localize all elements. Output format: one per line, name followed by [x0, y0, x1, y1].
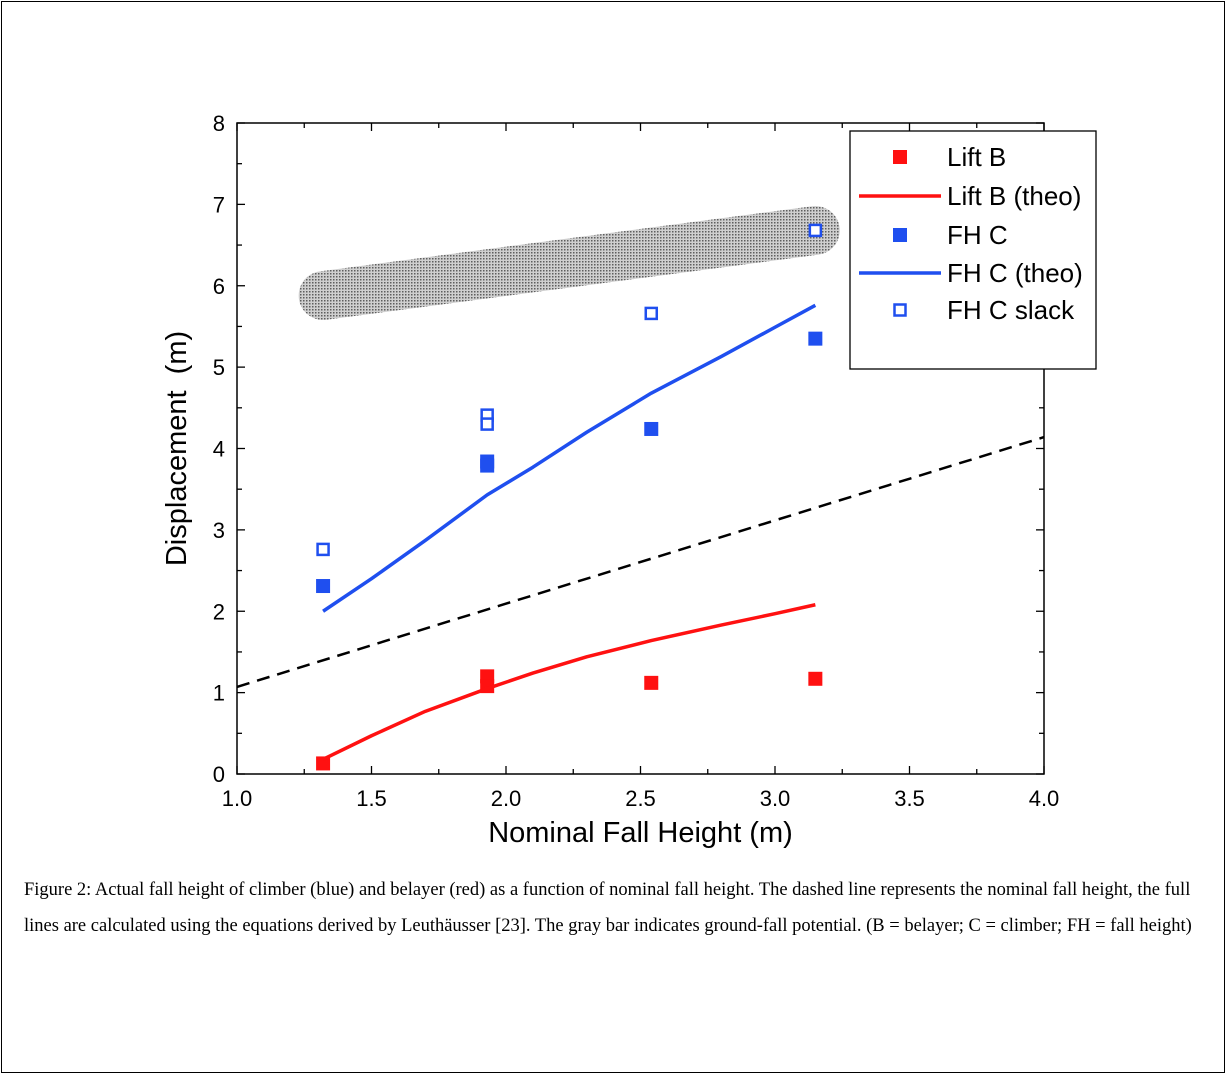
- x-tick-label: 3.0: [760, 786, 791, 811]
- y-tick-label: 5: [213, 355, 225, 380]
- figure-caption: Figure 2: Actual fall height of climber …: [24, 880, 1192, 936]
- x-tick-label: 2.5: [625, 786, 656, 811]
- point-fh-c-3: [644, 421, 659, 436]
- chart: 1.0 1.5 2.0 2.5 3.0 3.5 4.0 0 1 2 3 4 5 6 7 8 Nominal Fa…: [161, 111, 1097, 849]
- point-fh-c-0: [316, 579, 331, 594]
- nominal-fall-height-dashed-line: [237, 435, 1044, 689]
- legend-swatch-filled-square: [893, 228, 907, 242]
- series-line-lift-b-theo: [322, 603, 816, 761]
- y-tick-label: 2: [213, 599, 225, 624]
- point-fh-c-slack-3: [644, 306, 659, 321]
- y-tick-label: 7: [213, 192, 225, 217]
- legend-label: FH C (theo): [947, 258, 1083, 288]
- legend-box: [849, 130, 1097, 370]
- y-tick-label: 6: [213, 274, 225, 299]
- ground-fall-band: [298, 206, 840, 320]
- point-fh-c-slack-2: [480, 417, 494, 431]
- y-tick-label: 3: [213, 518, 225, 543]
- legend: Lift B Lift B (theo) FH C FH C (theo) FH C s…: [849, 130, 1097, 370]
- legend-label: Lift B: [947, 142, 1006, 172]
- legend-label: FH C slack: [947, 295, 1075, 325]
- point-lift-b-4: [808, 671, 823, 686]
- point-fh-c-4: [808, 331, 823, 346]
- x-tick-label: 2.0: [491, 786, 522, 811]
- point-fh-c-slack-4: [808, 223, 823, 238]
- x-tick-label: 1.0: [222, 786, 253, 811]
- legend-label: FH C: [947, 220, 1008, 250]
- y-axis-title: Displacement (m): [161, 331, 193, 566]
- y-tick-label: 1: [213, 681, 225, 706]
- x-tick-label: 3.5: [894, 786, 925, 811]
- y-tick-label: 0: [213, 762, 225, 787]
- x-axis-title: Nominal Fall Height (m): [488, 817, 793, 849]
- y-tick-label: 8: [213, 111, 225, 136]
- legend-swatch-filled-square: [893, 150, 907, 164]
- legend-label: Lift B (theo): [947, 181, 1081, 211]
- plot-content: [237, 206, 1044, 771]
- x-tick-label: 4.0: [1029, 786, 1060, 811]
- y-tick-label: 4: [213, 437, 225, 462]
- point-lift-b-3: [644, 675, 659, 690]
- legend-swatch-open-square: [893, 303, 907, 317]
- x-tick-label: 1.5: [356, 786, 387, 811]
- series-line-fh-c-theo: [322, 303, 817, 613]
- point-fh-c-slack-0: [316, 542, 330, 557]
- point-lift-b-0: [316, 756, 331, 771]
- point-fh-c-2: [480, 458, 495, 473]
